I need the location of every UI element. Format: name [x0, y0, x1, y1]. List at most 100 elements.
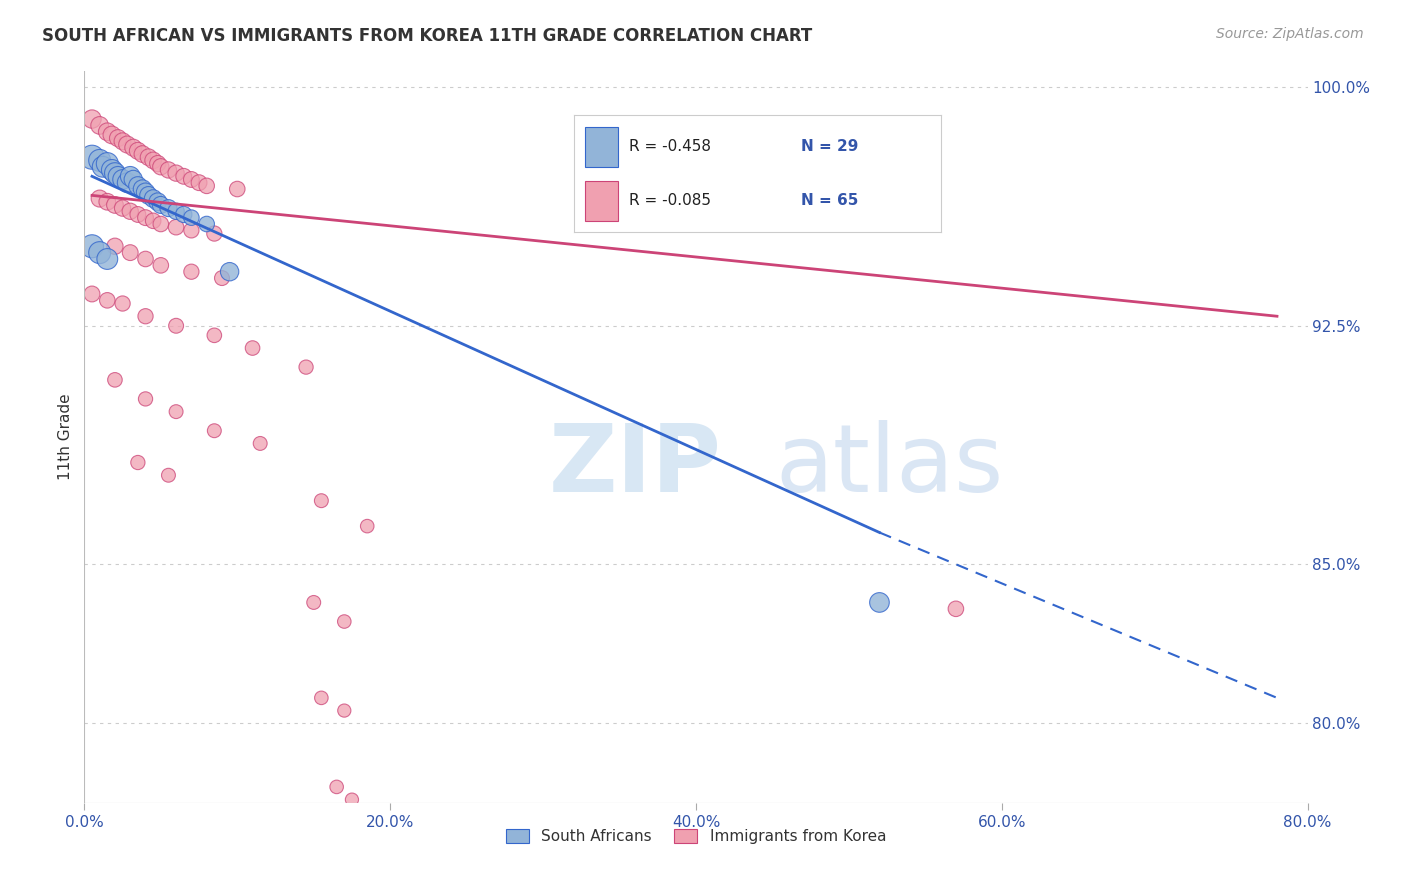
Point	[333, 615, 356, 629]
Point	[135, 392, 157, 406]
Point	[142, 214, 165, 228]
Point	[111, 296, 134, 310]
Point	[180, 172, 202, 186]
Point	[1067, 843, 1090, 857]
Point	[104, 373, 127, 387]
Point	[157, 201, 180, 215]
Point	[311, 493, 333, 508]
Point	[340, 792, 363, 806]
Point	[202, 424, 225, 438]
Point	[122, 172, 145, 186]
Point	[180, 211, 202, 225]
Point	[135, 185, 157, 199]
Point	[111, 172, 134, 186]
Point	[165, 204, 187, 219]
Point	[138, 188, 160, 202]
Point	[333, 704, 356, 718]
Point	[226, 182, 249, 196]
Point	[135, 252, 157, 266]
Point	[127, 207, 149, 221]
Point	[89, 245, 111, 260]
Point	[104, 198, 127, 212]
Point	[96, 252, 118, 266]
Point	[180, 265, 202, 279]
Point	[149, 217, 172, 231]
Point	[146, 156, 169, 170]
Point	[120, 169, 142, 184]
Legend: South Africans, Immigrants from Korea: South Africans, Immigrants from Korea	[499, 822, 893, 850]
Point	[165, 220, 187, 235]
Y-axis label: 11th Grade: 11th Grade	[58, 393, 73, 481]
Point	[131, 147, 153, 161]
Point	[80, 112, 103, 126]
Point	[333, 863, 356, 877]
Point	[318, 850, 340, 864]
Point	[149, 258, 172, 272]
Point	[80, 239, 103, 253]
Point	[149, 160, 172, 174]
Point	[325, 780, 347, 794]
Point	[89, 119, 111, 133]
Point	[188, 176, 211, 190]
Point	[96, 125, 118, 139]
Point	[120, 204, 142, 219]
Point	[202, 328, 225, 343]
Point	[173, 207, 195, 221]
Point	[242, 341, 264, 355]
Point	[211, 271, 233, 285]
Point	[180, 223, 202, 237]
Point	[96, 293, 118, 308]
Point	[80, 287, 103, 301]
Point	[96, 194, 118, 209]
Point	[127, 144, 149, 158]
Point	[142, 192, 165, 206]
Text: Source: ZipAtlas.com: Source: ZipAtlas.com	[1216, 27, 1364, 41]
Point	[89, 153, 111, 168]
Point	[945, 602, 967, 616]
Point	[356, 519, 378, 533]
Point	[104, 166, 127, 180]
Point	[135, 310, 157, 324]
Point	[146, 194, 169, 209]
Point	[96, 156, 118, 170]
Point	[115, 176, 138, 190]
Point	[195, 217, 218, 231]
Point	[195, 178, 218, 193]
Point	[138, 150, 160, 164]
Point	[295, 360, 318, 375]
Point	[142, 153, 165, 168]
Point	[101, 163, 124, 178]
Point	[115, 137, 138, 152]
Point	[165, 318, 187, 333]
Point	[127, 456, 149, 470]
Point	[869, 595, 891, 609]
Point	[302, 595, 325, 609]
Point	[165, 404, 187, 418]
Point	[218, 265, 240, 279]
Point	[101, 128, 124, 142]
Text: ZIP: ZIP	[550, 420, 723, 512]
Point	[120, 245, 142, 260]
Point	[104, 239, 127, 253]
Text: SOUTH AFRICAN VS IMMIGRANTS FROM KOREA 11TH GRADE CORRELATION CHART: SOUTH AFRICAN VS IMMIGRANTS FROM KOREA 1…	[42, 27, 813, 45]
Point	[122, 141, 145, 155]
Point	[157, 468, 180, 483]
Point	[157, 163, 180, 178]
Point	[202, 227, 225, 241]
Point	[165, 166, 187, 180]
Point	[111, 201, 134, 215]
Point	[127, 178, 149, 193]
Point	[80, 150, 103, 164]
Point	[149, 198, 172, 212]
Point	[249, 436, 271, 450]
Point	[131, 182, 153, 196]
Point	[173, 169, 195, 184]
Point	[107, 131, 129, 145]
Text: atlas: atlas	[776, 420, 1004, 512]
Point	[111, 134, 134, 148]
Point	[135, 211, 157, 225]
Point	[89, 192, 111, 206]
Point	[107, 169, 129, 184]
Point	[91, 160, 114, 174]
Point	[311, 690, 333, 705]
